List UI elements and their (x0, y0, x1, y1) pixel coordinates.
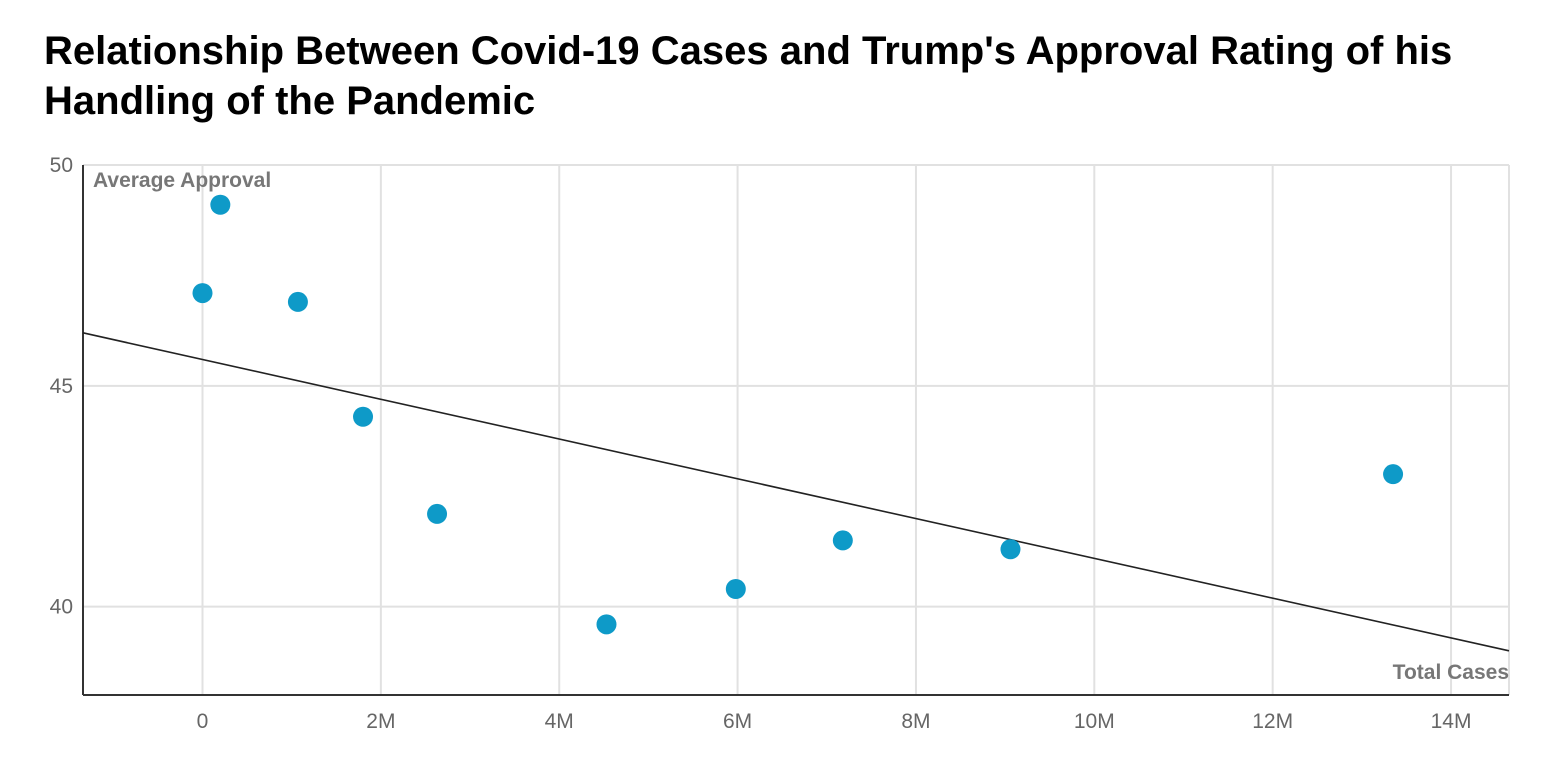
x-tick-label: 6M (723, 710, 752, 733)
y-tick-label: 45 (50, 375, 73, 398)
x-axis-title: Total Cases (1393, 661, 1509, 684)
data-point (725, 579, 746, 599)
axis-layer (82, 165, 1509, 696)
data-point (427, 503, 448, 524)
x-tick-label: 14M (1431, 710, 1472, 733)
data-point (287, 291, 308, 312)
y-tick-label: 50 (50, 154, 73, 177)
x-tick-label: 12M (1252, 710, 1293, 733)
data-point (596, 614, 617, 635)
y-axis-title: Average Approval (93, 169, 271, 192)
data-point (353, 406, 374, 427)
trendline (82, 332, 1510, 652)
trendline-layer (82, 332, 1510, 652)
y-tick-label: 40 (50, 596, 73, 619)
x-tick-label: 10M (1074, 710, 1115, 733)
points-layer (192, 194, 1404, 635)
labels-layer: 0 2M 4M 6M 8M 10M 12M 14M 40 45 50 Average Approval… (50, 154, 1509, 733)
data-point (1383, 464, 1404, 485)
data-point (1000, 539, 1021, 560)
x-tick-label: 4M (545, 710, 574, 733)
data-point (192, 283, 213, 304)
x-tick-label: 0 (197, 710, 209, 733)
x-tick-label: 2M (366, 710, 395, 733)
data-point (210, 194, 231, 215)
data-point (832, 530, 853, 551)
x-tick-label: 8M (901, 710, 930, 733)
grid-layer (83, 164, 1510, 695)
chart-title: Relationship Between Covid-19 Cases and … (44, 29, 1453, 123)
